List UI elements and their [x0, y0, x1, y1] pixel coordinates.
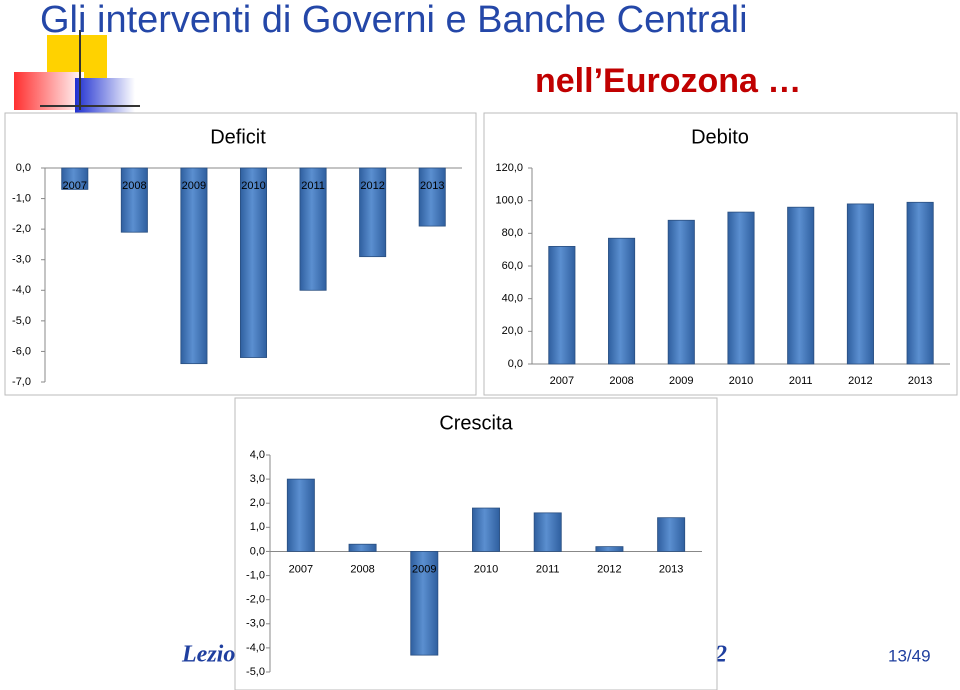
bar	[846, 203, 874, 365]
y-tick-label: 0,0	[250, 545, 265, 557]
slide-subtitle: nell’Eurozona …	[535, 62, 801, 100]
x-tick-label: 2011	[301, 180, 325, 192]
y-tick-label: 20,0	[502, 325, 523, 337]
bar	[667, 219, 695, 365]
y-tick-label: 0,0	[16, 162, 31, 174]
y-tick-label: -2,0	[12, 223, 31, 235]
bar	[286, 478, 315, 552]
y-tick-label: 1,0	[250, 521, 265, 533]
bar	[906, 201, 934, 365]
y-tick-label: 3,0	[250, 473, 265, 485]
x-tick-label: 2008	[122, 180, 146, 192]
chart: Debito 0,0 20,0 40,0 60,0 80,0 100,0 120,0 2007 2…	[483, 112, 958, 396]
x-tick-label: 2011	[789, 375, 813, 387]
bar	[548, 245, 576, 365]
x-tick-label: 2008	[609, 375, 633, 387]
bar	[180, 167, 208, 365]
page-number: 13/49	[888, 646, 931, 665]
y-tick-label: 100,0	[495, 195, 523, 207]
bar	[410, 551, 439, 656]
footer-left: Lezio	[181, 642, 235, 668]
bar	[595, 546, 624, 552]
x-tick-label: 2013	[908, 375, 932, 387]
bar	[61, 167, 89, 190]
x-tick-label: 2010	[241, 180, 265, 192]
y-tick-label: 80,0	[502, 227, 523, 239]
x-tick-label: 2007	[289, 563, 313, 575]
y-tick-label: -2,0	[246, 594, 265, 606]
y-tick-label: 2,0	[250, 497, 265, 509]
bar	[239, 167, 268, 358]
chart-title: Debito	[691, 126, 749, 148]
bar	[348, 543, 377, 552]
charts: Deficit 0,0 -1,0 -2,0 -3,0 -4,0 -5,0 -6,0 -7,0 20…	[4, 112, 958, 690]
y-tick-label: -5,0	[12, 315, 31, 327]
decoration	[14, 30, 140, 113]
x-tick-label: 2010	[474, 563, 498, 575]
x-tick-label: 2009	[182, 180, 206, 192]
x-tick-label: 2007	[63, 180, 87, 192]
y-tick-label: 120,0	[495, 162, 523, 174]
slide-title: Gli interventi di Governi e Banche Centr…	[40, 0, 748, 41]
x-tick-label: 2011	[536, 563, 560, 575]
bar	[608, 237, 636, 365]
bar	[359, 167, 387, 258]
chart-frame	[234, 397, 718, 690]
bar	[120, 167, 148, 233]
bar	[299, 167, 327, 291]
x-tick-label: 2013	[420, 180, 444, 192]
chart-title: Deficit	[210, 126, 266, 148]
y-tick-label: 0,0	[508, 358, 523, 370]
x-tick-label: 2012	[597, 563, 621, 575]
y-tick-label: -1,0	[12, 192, 31, 204]
x-tick-label: 2007	[550, 375, 574, 387]
bar	[472, 507, 500, 552]
bar	[418, 167, 446, 227]
y-tick-label: 60,0	[502, 260, 523, 272]
bar	[787, 206, 815, 365]
y-tick-label: -7,0	[12, 376, 31, 388]
bar	[533, 512, 562, 552]
x-tick-label: 2008	[350, 563, 374, 575]
y-tick-label: -5,0	[246, 666, 265, 678]
y-tick-label: -4,0	[12, 284, 31, 296]
y-tick-label: -3,0	[12, 254, 31, 266]
x-tick-label: 2013	[659, 563, 683, 575]
x-tick-label: 2009	[669, 375, 693, 387]
chart: Deficit 0,0 -1,0 -2,0 -3,0 -4,0 -5,0 -6,0 -7,0 20…	[4, 112, 477, 396]
y-tick-label: -1,0	[246, 569, 265, 581]
bar	[657, 517, 686, 552]
y-tick-label: -3,0	[246, 618, 265, 630]
chart: Crescita 4,0 3,0 2,0 1,0 0,0 -1,0 -2,0 -3,0 -4,0 -…	[234, 397, 718, 690]
y-tick-label: 40,0	[502, 293, 523, 305]
x-tick-label: 2010	[729, 375, 753, 387]
x-tick-label: 2009	[412, 563, 436, 575]
chart-title: Crescita	[439, 412, 513, 434]
y-tick-label: -6,0	[12, 345, 31, 357]
x-tick-label: 2012	[848, 375, 872, 387]
bar	[727, 211, 755, 365]
y-tick-label: -4,0	[246, 642, 265, 654]
y-tick-label: 4,0	[250, 449, 265, 461]
x-tick-label: 2012	[360, 180, 384, 192]
